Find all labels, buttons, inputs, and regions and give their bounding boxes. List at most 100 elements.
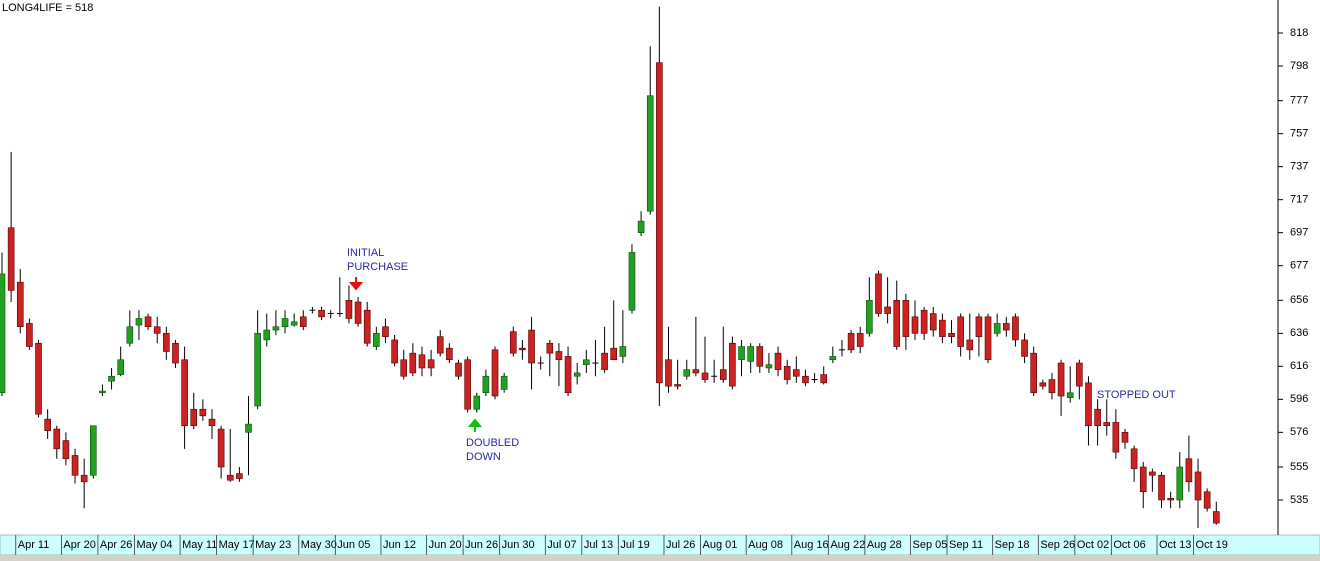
candle-body [126,326,134,344]
candle-body [729,342,736,387]
candle-body [0,273,6,394]
candle-body [299,316,307,328]
x-tick-label: Oct 13 [1159,539,1191,551]
candle-body [856,333,864,347]
candle-body [637,220,645,233]
candle-body [491,349,499,397]
x-tick-label: Oct 02 [1077,539,1109,551]
candle-body [1139,466,1147,493]
candle-body [829,356,837,361]
x-tick-label: Jun 30 [502,539,535,551]
x-tick-label: Sep 11 [949,539,983,551]
candle-body [400,359,408,377]
candle-body [1176,466,1184,501]
candle-body [646,95,654,212]
candle-body [1203,491,1211,509]
candle-body [610,347,618,361]
candle-body [382,326,389,337]
candle-body [683,369,691,377]
candle-body [546,342,554,354]
candle-body [144,316,152,328]
candle-body [1057,362,1065,397]
candle-body [1167,498,1174,501]
x-tick-label: Sep 05 [913,539,948,551]
x-tick-label: Aug 16 [794,539,829,551]
candle-body [601,352,608,370]
candle-body [290,321,298,326]
candle-body [975,316,983,337]
annotation: INITIAL [347,247,384,259]
x-tick-label: Apr 11 [18,539,50,551]
candle-body [875,273,882,314]
candle-body [765,364,773,369]
candle-body [893,300,901,347]
x-tick-label: Aug 22 [830,539,865,551]
candle-body [920,309,928,334]
candle-body [939,319,946,337]
candle-body [135,318,143,326]
candle-body [80,474,88,483]
candle-body [774,352,782,370]
x-tick-label: Jul 26 [666,539,695,551]
arrow-up [467,418,483,432]
candle-body [674,384,681,387]
y-tick-label: 596 [1290,393,1308,405]
x-tick-label: Jul 07 [547,539,576,551]
candle-body [354,301,362,324]
candle-body [418,354,426,369]
candle-body [373,333,380,347]
y-tick-label: 535 [1290,494,1308,506]
candle-body [1066,392,1074,398]
candle-body [245,423,252,433]
candle-body [847,333,855,351]
candle-body [984,316,992,361]
annotation: PURCHASE [347,261,408,273]
annotation: DOUBLED [466,437,519,449]
candle-body [62,440,70,460]
candle-body [117,359,124,375]
candle-body [619,346,627,357]
candle-body [966,339,974,351]
candle-body [692,369,700,374]
candle-body [436,336,444,354]
candle-body [153,326,161,334]
candle-body [957,316,964,347]
x-tick-label: Aug 08 [748,539,783,551]
candle-body [583,359,590,365]
candle-body [1012,316,1019,341]
x-tick-label: Jun 20 [429,539,462,551]
candle-body [1130,448,1138,469]
x-tick-label: May 04 [136,539,172,551]
candle-body [793,369,800,377]
x-tick-label: Oct 06 [1113,539,1145,551]
candle-body [108,375,115,382]
candle-body [519,347,526,351]
candle-body [628,252,636,311]
candle-body [756,346,764,367]
x-tick-label: May 17 [219,539,255,551]
candle-body [911,316,919,334]
candle-body [500,375,508,390]
candle-body [16,281,24,328]
candle-body [701,372,709,380]
x-tick-label: Jun 26 [465,539,498,551]
x-tick-label: Apr 26 [100,539,132,551]
candle-body [464,359,471,410]
candle-body [1094,408,1101,427]
candle-body [482,375,490,394]
candle-body [993,323,1001,334]
candle-body [1076,362,1083,387]
candle-body [1112,422,1120,453]
candle-body [363,309,371,344]
candle-body [902,300,910,337]
y-tick-label: 697 [1290,227,1308,239]
candle-body [71,455,79,476]
candle-body [473,395,481,410]
candle-body [665,359,672,387]
annotation: STOPPED OUT [1097,389,1176,401]
candle-body [391,339,398,364]
candle-body [263,329,271,341]
candle-body [163,333,170,352]
candle-body [738,346,745,361]
annotation: DOWN [466,451,501,463]
